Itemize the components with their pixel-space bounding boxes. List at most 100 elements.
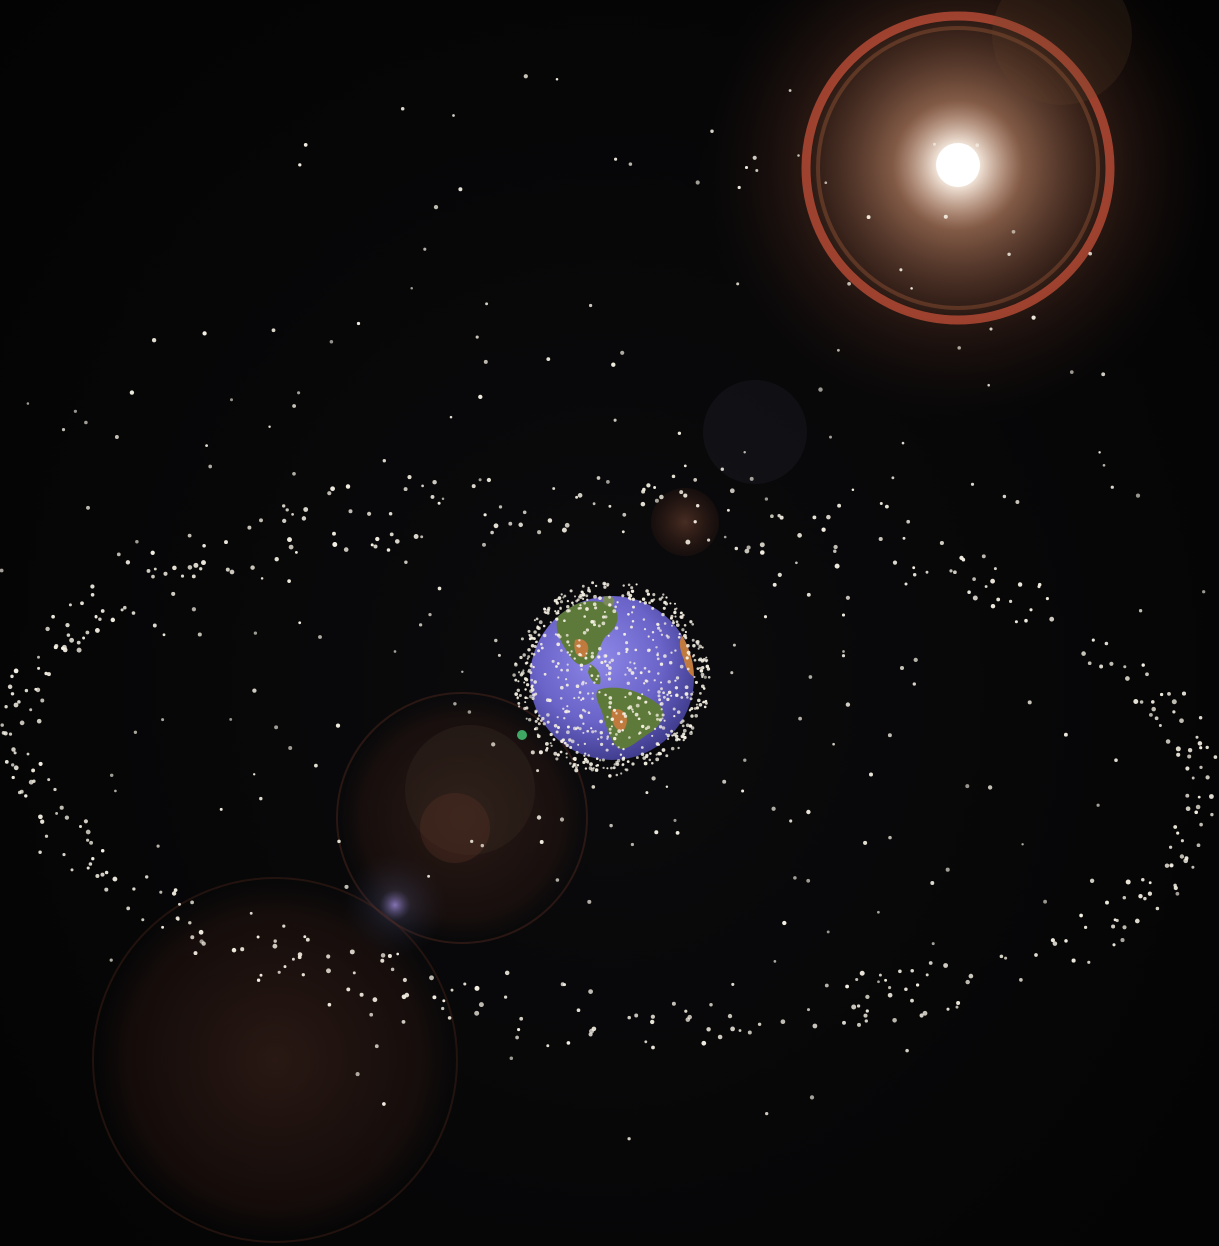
debris-dot: [1145, 672, 1149, 677]
debris-dot: [680, 615, 684, 619]
debris-dot: [641, 693, 644, 696]
debris-dot: [585, 594, 589, 598]
debris-dot: [679, 490, 684, 495]
debris-dot: [1087, 661, 1092, 666]
debris-dot: [401, 994, 407, 1000]
debris-dot: [608, 661, 612, 664]
debris-dot: [423, 247, 427, 251]
debris-dot: [1213, 755, 1218, 759]
debris-dot: [490, 530, 494, 535]
debris-dot: [612, 766, 616, 770]
debris-dot: [557, 596, 562, 600]
debris-dot: [686, 696, 689, 699]
debris-dot: [743, 758, 747, 762]
debris-dot: [729, 488, 735, 494]
debris-dot: [845, 595, 850, 600]
debris-dot: [566, 599, 570, 603]
debris-dot: [617, 746, 620, 749]
debris-dot: [717, 1034, 723, 1040]
debris-dot: [898, 969, 902, 974]
debris-dot: [1024, 618, 1028, 623]
debris-dot: [132, 887, 136, 891]
debris-dot: [599, 759, 602, 762]
debris-dot: [91, 857, 95, 861]
debris-dot: [568, 738, 572, 742]
debris-dot: [1112, 943, 1116, 947]
debris-dot: [1050, 938, 1055, 943]
debris-dot: [517, 680, 520, 683]
debris-dot: [560, 685, 564, 690]
debris-dot: [608, 672, 611, 676]
debris-dot: [560, 668, 563, 672]
debris-dot: [565, 752, 568, 755]
debris-dot: [628, 162, 633, 166]
debris-dot: [1148, 881, 1152, 885]
debris-dot: [522, 669, 525, 672]
debris-dot: [517, 705, 521, 708]
debris-dot: [587, 586, 590, 590]
debris-dot: [100, 872, 105, 877]
debris-dot: [622, 712, 626, 716]
debris-dot: [556, 633, 560, 637]
debris-dot: [1151, 700, 1155, 704]
debris-dot: [655, 646, 658, 649]
debris-dot: [330, 486, 335, 492]
debris-dot: [13, 702, 19, 708]
debris-dot: [559, 697, 563, 700]
debris-dot: [544, 611, 548, 615]
debris-dot: [372, 997, 378, 1003]
debris-dot: [697, 658, 701, 662]
debris-dot: [73, 409, 78, 413]
debris-dot: [648, 758, 652, 762]
debris-dot: [812, 1023, 818, 1029]
debris-dot: [1081, 651, 1086, 656]
debris-dot: [987, 383, 990, 387]
debris-dot: [726, 508, 730, 512]
debris-dot: [150, 550, 155, 555]
debris-dot: [692, 654, 696, 657]
debris-dot: [430, 494, 435, 499]
debris-dot: [90, 584, 95, 589]
debris-dot: [1064, 939, 1068, 943]
lens-flare: [703, 380, 807, 484]
debris-dot: [1141, 663, 1145, 667]
debris-dot: [683, 464, 687, 468]
debris-dot: [497, 653, 501, 657]
debris-dot: [660, 633, 664, 636]
debris-dot: [240, 947, 245, 952]
debris-dot: [673, 602, 677, 605]
debris-dot: [1114, 758, 1118, 762]
debris-dot: [912, 573, 917, 577]
debris-dot: [90, 592, 95, 597]
debris-dot: [644, 1040, 648, 1044]
debris-dot: [660, 687, 663, 691]
debris-dot: [349, 949, 355, 955]
debris-dot: [905, 1048, 909, 1053]
debris-dot: [821, 527, 826, 532]
debris-dot: [972, 595, 978, 601]
debris-dot: [303, 507, 309, 512]
debris-dot: [555, 730, 559, 734]
debris-dot: [615, 712, 618, 715]
debris-dot: [1154, 716, 1159, 721]
debris-dot: [467, 710, 472, 714]
debris-dot: [566, 663, 569, 666]
debris-dot: [693, 520, 697, 524]
debris-dot: [602, 766, 605, 770]
debris-dot: [1104, 641, 1109, 646]
debris-dot: [773, 960, 777, 963]
debris-dot: [1179, 718, 1184, 724]
debris-dot: [1195, 804, 1201, 810]
debris-dot: [588, 766, 593, 770]
debris-dot: [654, 498, 659, 503]
debris-dot: [585, 628, 590, 632]
debris-dot: [151, 338, 157, 343]
debris-dot: [1198, 716, 1203, 720]
debris-dot: [125, 560, 131, 565]
debris-dot: [661, 596, 664, 599]
debris-dot: [568, 644, 571, 647]
debris-dot: [380, 958, 385, 963]
debris-dot: [912, 682, 916, 686]
debris-dot: [651, 734, 654, 737]
debris-dot: [1083, 925, 1088, 930]
